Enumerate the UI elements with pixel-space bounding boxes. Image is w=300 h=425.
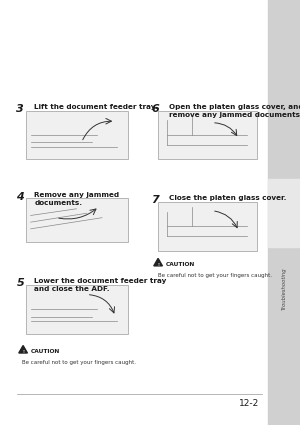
Polygon shape: [154, 258, 162, 266]
Bar: [26, 198, 127, 242]
Polygon shape: [19, 346, 27, 353]
Text: Close the platen glass cover.: Close the platen glass cover.: [169, 196, 287, 201]
Text: 5: 5: [16, 278, 24, 289]
Text: Remove any jammed
documents.: Remove any jammed documents.: [34, 192, 120, 206]
Text: 4: 4: [16, 192, 24, 202]
Text: !: !: [157, 263, 159, 267]
Bar: [158, 202, 256, 251]
Text: Open the platen glass cover, and
remove any jammed documents.: Open the platen glass cover, and remove …: [169, 104, 300, 118]
Bar: [268, 0, 300, 425]
Text: 12-2: 12-2: [239, 399, 259, 408]
Text: Be careful not to get your fingers caught.: Be careful not to get your fingers caugh…: [22, 360, 136, 365]
Text: Lift the document feeder tray.: Lift the document feeder tray.: [34, 104, 158, 110]
Text: CAUTION: CAUTION: [31, 349, 60, 354]
Text: 3: 3: [16, 104, 24, 114]
Text: Troubleshooting: Troubleshooting: [281, 268, 286, 310]
Bar: [26, 285, 127, 334]
Text: !: !: [22, 350, 24, 354]
Bar: [158, 110, 256, 159]
Text: Lower the document feeder tray
and close the ADF.: Lower the document feeder tray and close…: [34, 278, 167, 292]
Text: 7: 7: [152, 196, 159, 206]
Text: 6: 6: [152, 104, 159, 114]
Bar: [26, 110, 127, 159]
Bar: [268, 178, 300, 246]
Text: CAUTION: CAUTION: [166, 262, 195, 267]
Text: Be careful not to get your fingers caught.: Be careful not to get your fingers caugh…: [158, 273, 272, 278]
